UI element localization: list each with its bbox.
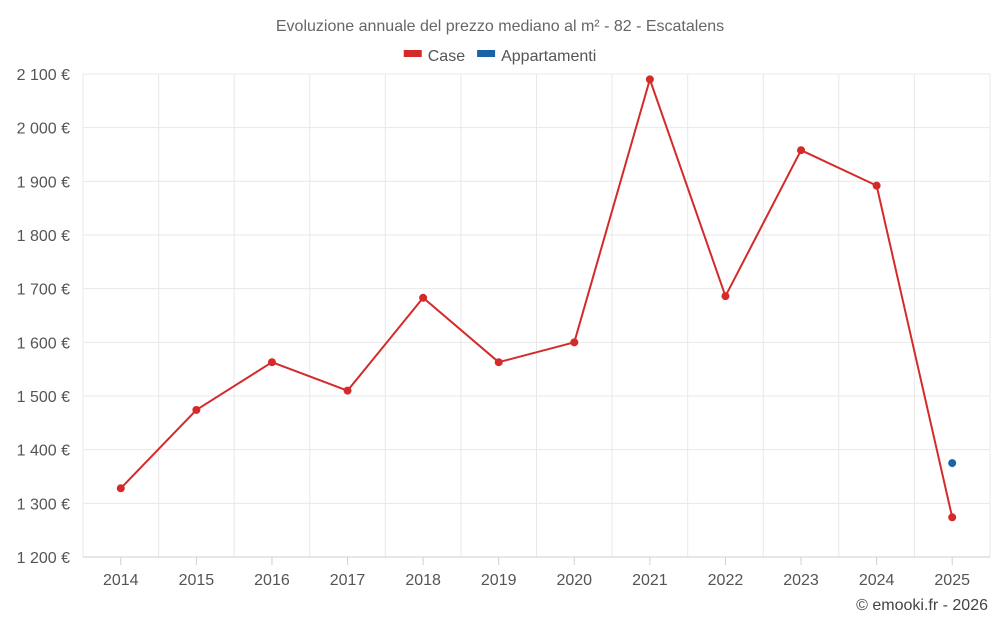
- x-tick-label: 2024: [859, 572, 895, 589]
- x-tick-label: 2016: [254, 572, 290, 589]
- legend-swatch: [477, 50, 496, 57]
- y-tick-label: 1 800 €: [17, 228, 70, 245]
- legend-label: Appartamenti: [501, 48, 596, 65]
- y-tick-label: 2 000 €: [17, 121, 70, 138]
- y-tick-label: 1 700 €: [17, 282, 70, 299]
- y-tick-label: 1 900 €: [17, 174, 70, 191]
- x-tick-label: 2018: [405, 572, 441, 589]
- x-axis: 2014 2015 2016 2017 2018 2019 2020 2021 2022 2023…: [83, 556, 990, 589]
- data-point[interactable]: [192, 405, 201, 414]
- legend-label: Case: [428, 48, 465, 65]
- legend-item-appartamenti[interactable]: Appartamenti: [477, 48, 596, 65]
- grid-lines: [82, 73, 991, 557]
- data-point[interactable]: [494, 358, 503, 367]
- data-point[interactable]: [116, 484, 125, 493]
- data-point[interactable]: [267, 358, 276, 367]
- data-point[interactable]: [948, 513, 957, 522]
- legend-swatch: [403, 50, 422, 57]
- y-tick-label: 1 600 €: [17, 335, 70, 352]
- series-line: [120, 78, 954, 518]
- series-appartamenti: [948, 459, 957, 468]
- y-tick-label: 1 400 €: [17, 443, 70, 460]
- x-tick-label: 2023: [783, 572, 819, 589]
- y-tick-label: 1 300 €: [17, 496, 70, 513]
- x-tick-label: 2015: [179, 572, 215, 589]
- y-axis: 1 200 € 1 300 € 1 400 € 1 500 € 1 600 € 1 700…: [17, 67, 70, 567]
- y-tick-label: 2 100 €: [17, 67, 70, 84]
- data-point[interactable]: [721, 292, 730, 301]
- y-tick-label: 1 200 €: [17, 550, 70, 567]
- legend: Case Appartamenti: [403, 48, 596, 65]
- data-point[interactable]: [343, 386, 352, 395]
- credit-text: © emooki.fr - 2026: [856, 597, 988, 614]
- x-tick-label: 2019: [481, 572, 517, 589]
- data-point[interactable]: [797, 146, 806, 155]
- legend-item-case[interactable]: Case: [403, 48, 465, 65]
- x-tick-label: 2014: [103, 572, 139, 589]
- series-case: [116, 75, 957, 522]
- data-point[interactable]: [645, 75, 654, 84]
- series-layer: [116, 75, 957, 522]
- x-tick-label: 2020: [556, 572, 592, 589]
- x-tick-label: 2025: [934, 572, 970, 589]
- x-tick-label: 2021: [632, 572, 668, 589]
- y-tick-label: 1 500 €: [17, 389, 70, 406]
- data-point[interactable]: [570, 338, 579, 347]
- chart-title: Evoluzione annuale del prezzo mediano al…: [276, 18, 724, 35]
- data-point[interactable]: [872, 181, 881, 190]
- data-point[interactable]: [948, 459, 957, 468]
- x-tick-label: 2022: [708, 572, 744, 589]
- data-point[interactable]: [419, 293, 428, 302]
- x-tick-label: 2017: [330, 572, 366, 589]
